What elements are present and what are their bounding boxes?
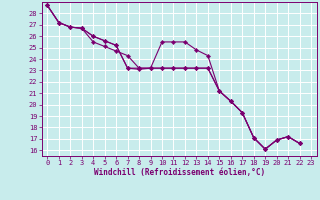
X-axis label: Windchill (Refroidissement éolien,°C): Windchill (Refroidissement éolien,°C) [94, 168, 265, 177]
